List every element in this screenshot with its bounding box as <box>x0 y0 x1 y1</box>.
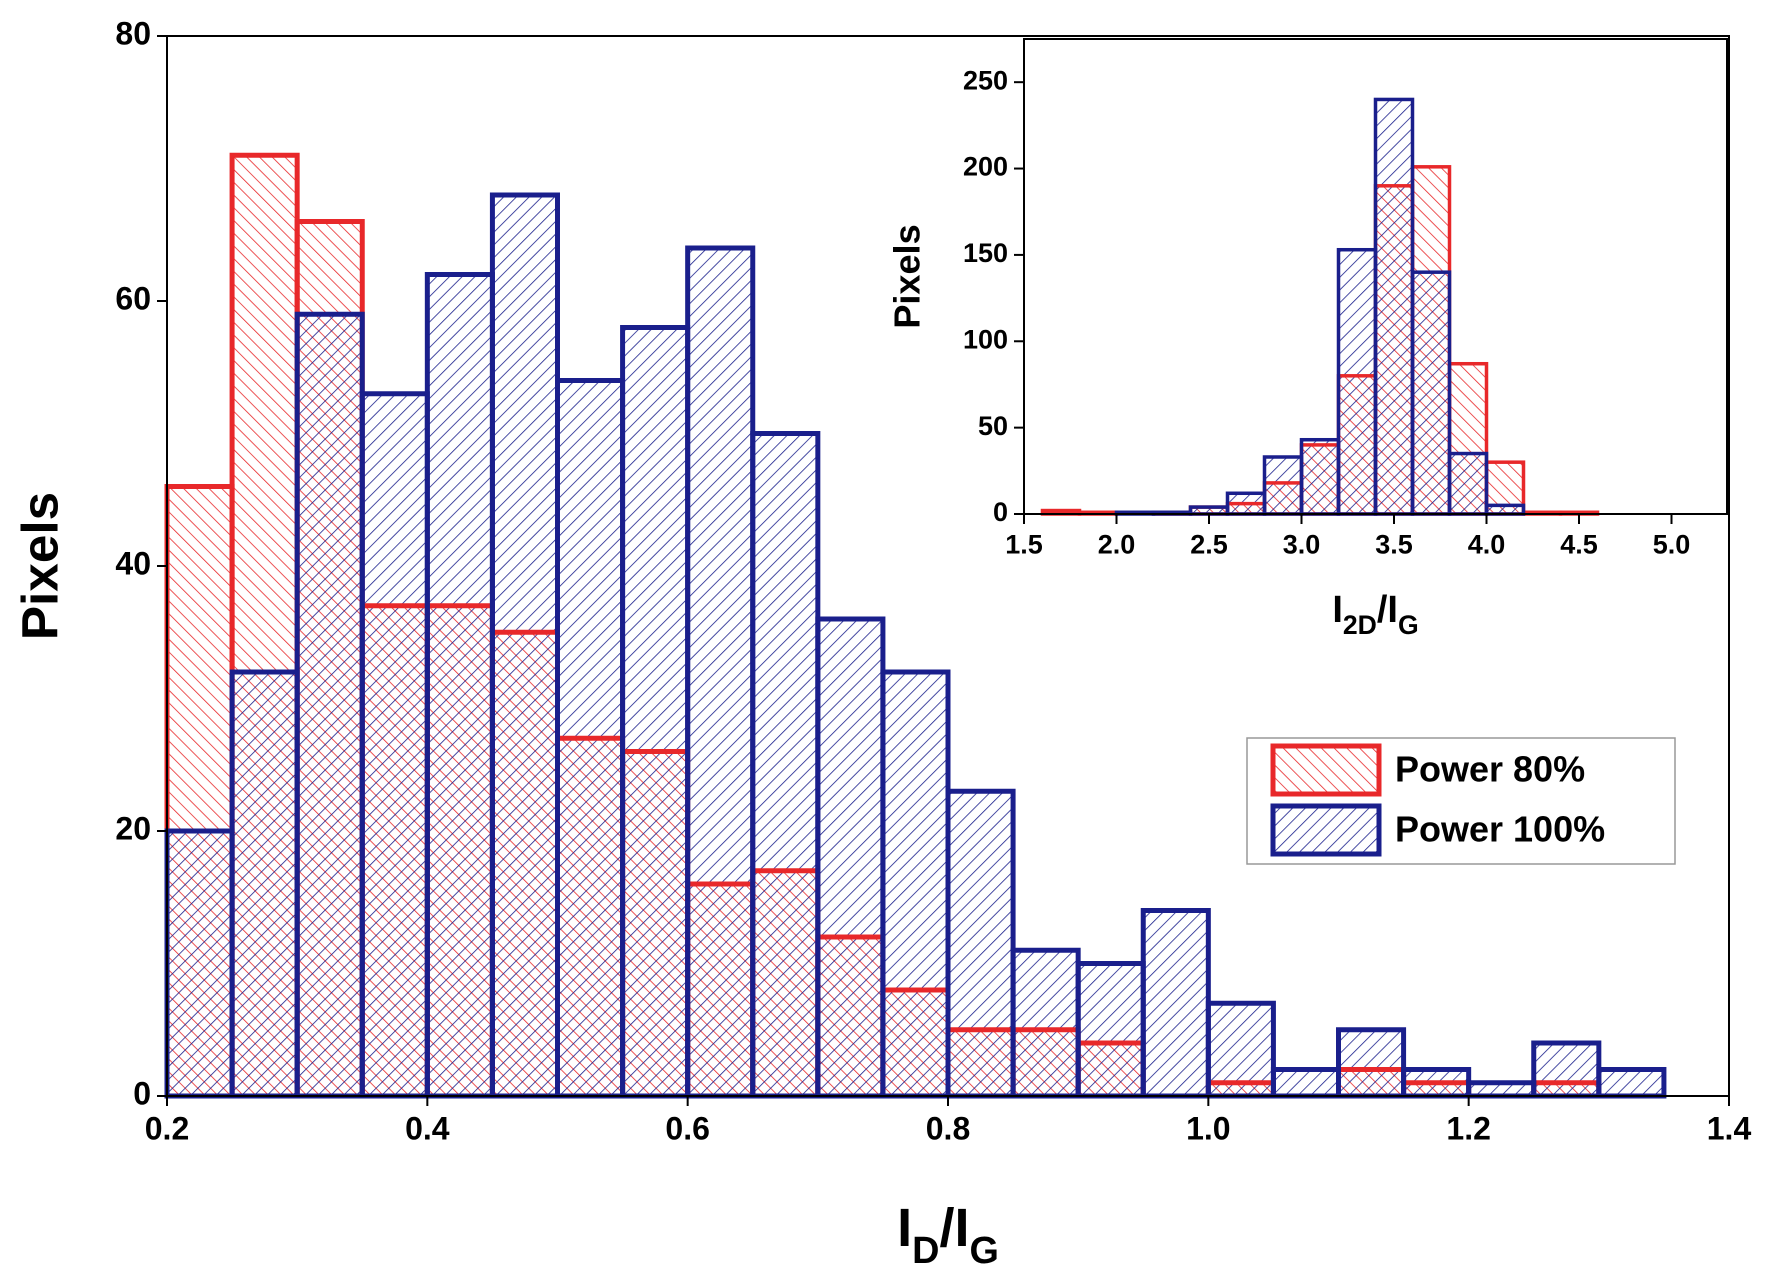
legend-swatch <box>1270 743 1382 797</box>
bar-fill <box>1468 1082 1534 1096</box>
x-tick-label: 1.4 <box>1707 1111 1752 1147</box>
bar-fill <box>1273 1069 1339 1096</box>
x-tick-label: 1.2 <box>1446 1111 1490 1147</box>
bar-fill <box>1375 99 1413 515</box>
x-axis-title-part: 2D <box>1343 610 1377 640</box>
y-tick-label: 80 <box>115 15 151 51</box>
legend-swatch <box>1270 803 1382 857</box>
y-tick-label: 200 <box>963 152 1008 182</box>
y-tick-label: 20 <box>115 810 151 846</box>
bar-fill <box>297 314 363 1096</box>
x-tick-label: 1.5 <box>1005 529 1043 559</box>
bar-fill <box>1143 910 1209 1096</box>
x-axis-title-part: G <box>969 1230 998 1268</box>
bar-fill <box>1338 1029 1404 1096</box>
bar-fill <box>1412 272 1450 514</box>
bar-fill <box>622 327 688 1096</box>
x-axis-title-part: /I <box>939 1198 969 1258</box>
legend-label: Power 100% <box>1395 809 1605 850</box>
x-axis-title-part: D <box>912 1230 939 1268</box>
legend-label: Power 80% <box>1395 749 1585 790</box>
bar-fill <box>1533 1043 1599 1096</box>
bar-fill <box>1264 457 1302 514</box>
bar-fill <box>232 672 298 1096</box>
y-tick-label: 100 <box>963 324 1008 354</box>
y-tick-label: 0 <box>133 1075 151 1111</box>
bar-fill <box>362 393 428 1096</box>
plot-frame <box>1023 38 1728 515</box>
x-tick-label: 1.0 <box>1186 1111 1230 1147</box>
bar-fill <box>1013 950 1079 1096</box>
y-axis-title: Pixels <box>12 492 69 640</box>
x-axis-title-part: G <box>1398 610 1419 640</box>
y-tick-label: 150 <box>963 238 1008 268</box>
bar-fill <box>687 248 753 1096</box>
bar-fill <box>817 619 883 1096</box>
y-tick-label: 40 <box>115 545 151 581</box>
bar-fill <box>167 831 233 1096</box>
x-tick-label: 4.0 <box>1468 529 1506 559</box>
bar-fill <box>1598 1069 1664 1096</box>
x-axis-title-part: I <box>897 1198 912 1258</box>
x-axis-title-part: I <box>1332 589 1343 631</box>
x-tick-label: 0.6 <box>665 1111 709 1147</box>
bar-fill <box>1078 963 1144 1096</box>
bar-fill <box>1486 505 1524 514</box>
x-axis-title: ID/IG <box>897 1198 999 1268</box>
y-tick-label: 60 <box>115 280 151 316</box>
y-tick-label: 0 <box>993 497 1008 527</box>
x-tick-label: 0.2 <box>145 1111 189 1147</box>
bar-fill <box>427 274 493 1096</box>
bar-fill <box>492 195 558 1096</box>
x-tick-label: 0.4 <box>405 1111 450 1147</box>
x-axis-title: I2D/IG <box>1332 589 1418 640</box>
y-axis-title: Pixels <box>887 224 928 328</box>
bar-fill <box>1338 249 1376 514</box>
x-tick-label: 0.8 <box>926 1111 970 1147</box>
x-tick-label: 2.0 <box>1098 529 1136 559</box>
y-tick-label: 50 <box>978 411 1008 441</box>
x-tick-label: 5.0 <box>1653 529 1691 559</box>
x-tick-label: 3.0 <box>1283 529 1321 559</box>
bar-fill <box>948 791 1014 1096</box>
x-tick-label: 3.5 <box>1375 529 1413 559</box>
bar-fill <box>882 672 948 1096</box>
bar-fill <box>1449 453 1487 514</box>
y-tick-label: 250 <box>963 65 1008 95</box>
x-tick-label: 4.5 <box>1560 529 1598 559</box>
bar-fill <box>752 433 818 1096</box>
x-tick-label: 2.5 <box>1190 529 1228 559</box>
bar-fill <box>1301 439 1339 514</box>
x-axis-title-part: /I <box>1377 589 1398 631</box>
bar-fill <box>1190 507 1228 514</box>
